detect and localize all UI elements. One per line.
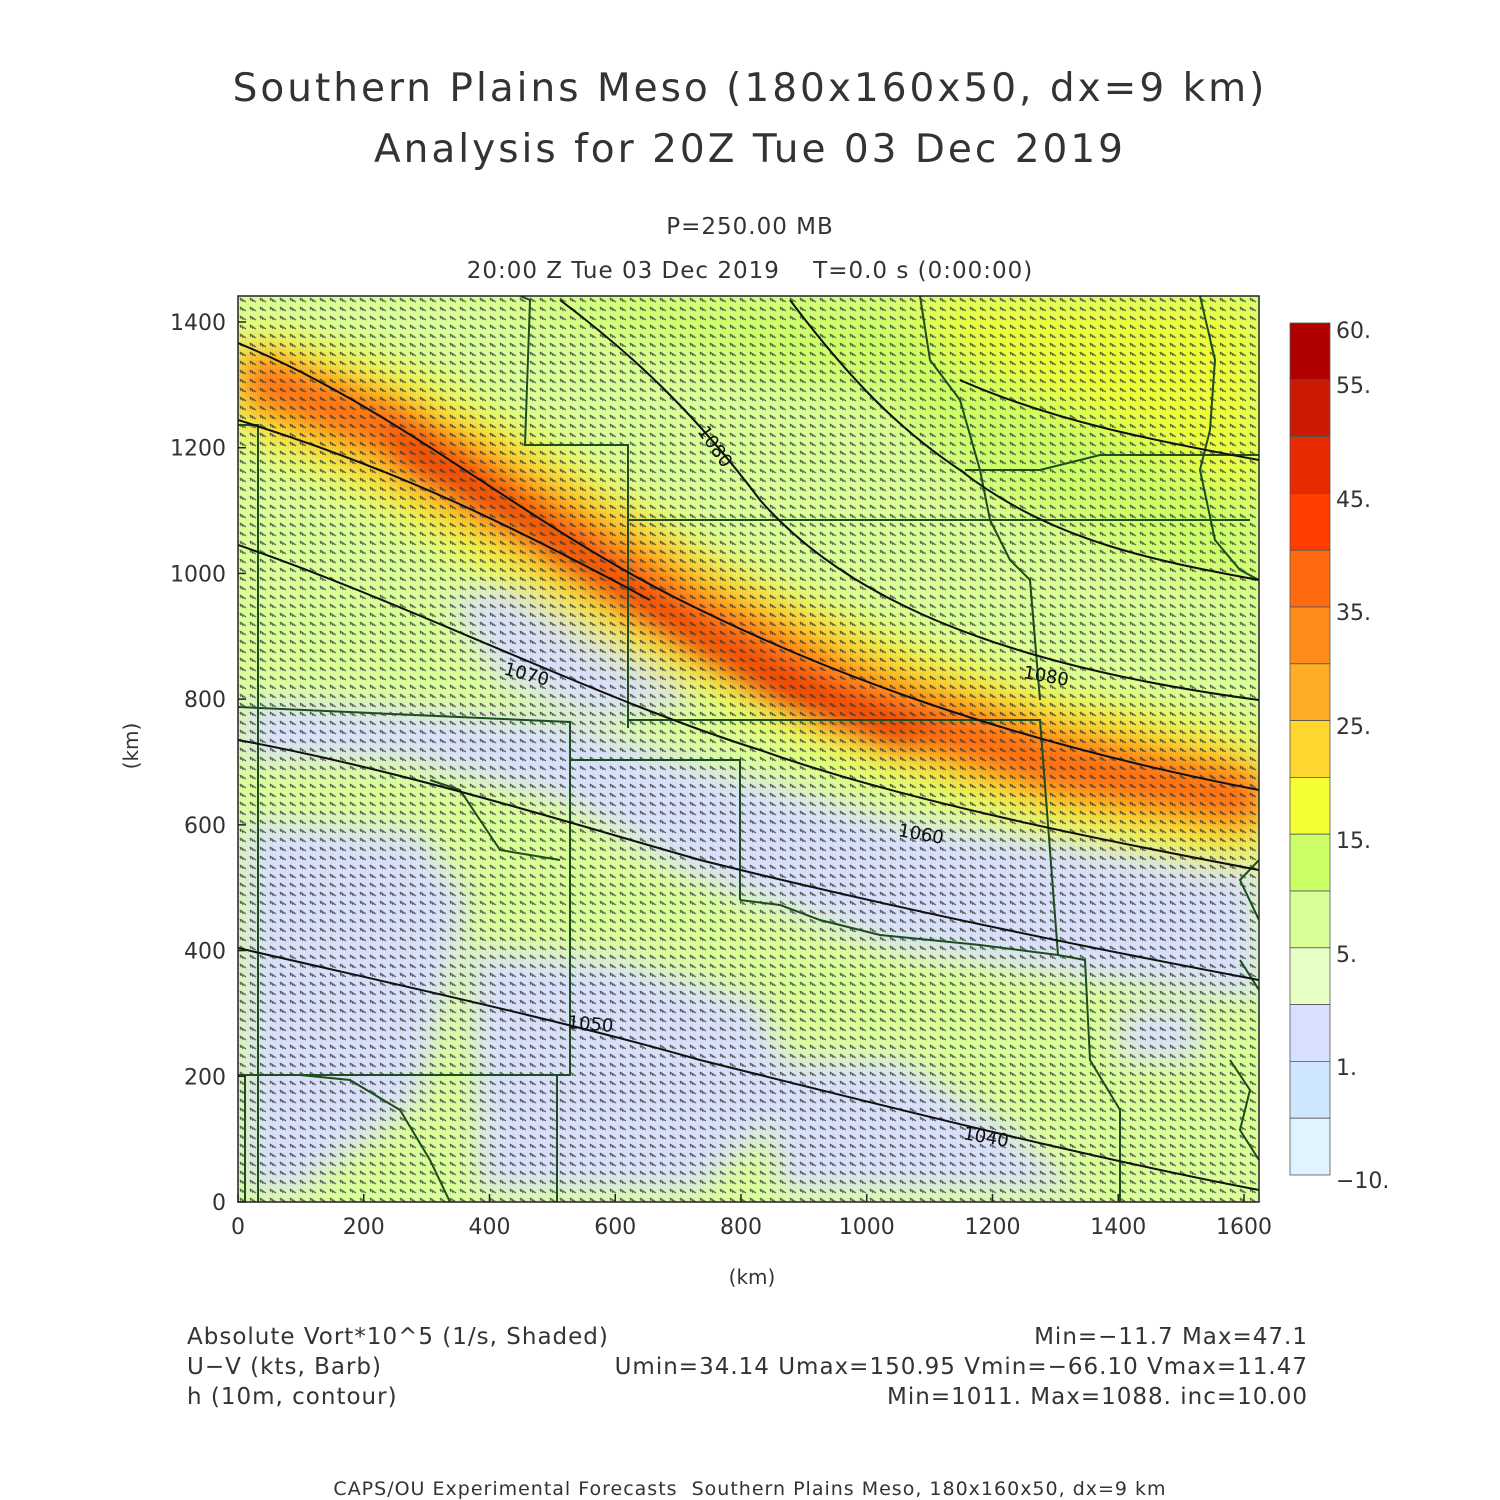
x-tick-label: 1200: [965, 1215, 1021, 1240]
colorbar-label: −10.: [1336, 1169, 1389, 1194]
colorbar-swatch: [1289, 606, 1331, 665]
y-axis-label: (km): [119, 723, 143, 770]
legend-field1: Absolute Vort*10^5 (1/s, Shaded): [187, 1324, 609, 1350]
legend-field2: U−V (kts, Barb): [187, 1354, 382, 1380]
x-tick-label: 0: [231, 1215, 245, 1240]
colorbar-swatch: [1289, 833, 1331, 892]
colorbar-swatch: [1289, 1117, 1331, 1176]
colorbar-swatch: [1289, 1061, 1331, 1119]
vorticity-shading: [238, 296, 1259, 1202]
legend-field2-stats: Umin=34.14 Umax=150.95 Vmin=−66.10 Vmax=…: [614, 1354, 1308, 1380]
colorbar-label: 15.: [1336, 829, 1371, 854]
state-boundaries: [238, 296, 1259, 1202]
height-contours: [238, 299, 1259, 1191]
map-title: Southern Plains Meso (180x160x50, dx=9 k…: [232, 66, 1268, 111]
valid-time: 20:00 Z Tue 03 Dec 2019 T=0.0 s (0:00:00…: [466, 258, 1034, 284]
x-tick-label: 600: [594, 1215, 636, 1240]
colorbar-label: 35.: [1336, 601, 1371, 626]
x-tick-label: 1400: [1090, 1215, 1146, 1240]
x-tick-label: 200: [343, 1215, 385, 1240]
colorbar-swatch: [1289, 890, 1331, 949]
colorbar-swatch: [1289, 777, 1331, 835]
x-tick-label: 1000: [839, 1215, 895, 1240]
footer-credit: CAPS/OU Experimental Forecasts Southern …: [333, 1478, 1167, 1500]
plot-frame: [237, 295, 1260, 1203]
colorbar-swatch: [1289, 720, 1331, 778]
y-tick-label: 200: [184, 1065, 226, 1090]
y-tick-label: 0: [212, 1191, 226, 1216]
colorbar-swatch: [1289, 947, 1331, 1005]
x-axis: 0 200 400 600 800 1000 1200 1400 1600: [231, 1194, 1272, 1240]
legend-field1-stats: Min=−11.7 Max=47.1: [1034, 1324, 1308, 1350]
x-tick-label: 800: [720, 1215, 762, 1240]
colorbar-label: 55.: [1336, 374, 1371, 399]
y-tick-label: 1200: [170, 437, 226, 462]
map-subtitle: Analysis for 20Z Tue 03 Dec 2019: [374, 127, 1126, 172]
colorbar-label: 1.: [1336, 1056, 1357, 1081]
colorbar-swatch: [1289, 1004, 1331, 1062]
legend-field3: h (10m, contour): [187, 1384, 398, 1410]
colorbar-swatch: [1289, 492, 1331, 551]
y-axis: 0 200 400 600 800 1000 1200 1400: [170, 311, 246, 1216]
colorbar-swatch: [1289, 322, 1331, 381]
colorbar-label: 60.: [1336, 319, 1371, 344]
colorbar: 60. 55. 45. 35. 25. 15. 5. 1. −10.: [1289, 319, 1389, 1194]
y-tick-label: 1000: [170, 562, 226, 587]
colorbar-label: 5.: [1336, 943, 1357, 968]
colorbar-swatch: [1289, 549, 1331, 608]
x-tick-label: 1600: [1216, 1215, 1272, 1240]
y-tick-label: 1400: [170, 311, 226, 336]
pressure-level: P=250.00 MB: [666, 214, 834, 240]
x-axis-label: (km): [729, 1265, 776, 1289]
y-tick-label: 800: [184, 688, 226, 713]
colorbar-swatch: [1289, 436, 1331, 494]
x-tick-label: 400: [469, 1215, 511, 1240]
contour-label: 1050: [567, 1012, 614, 1037]
legend-field3-stats: Min=1011. Max=1088. inc=10.00: [887, 1384, 1308, 1410]
colorbar-label: 45.: [1336, 488, 1371, 513]
colorbar-swatch: [1289, 663, 1331, 721]
y-tick-label: 600: [184, 814, 226, 839]
y-tick-label: 400: [184, 940, 226, 965]
colorbar-label: 25.: [1336, 715, 1371, 740]
colorbar-swatch: [1289, 379, 1331, 437]
